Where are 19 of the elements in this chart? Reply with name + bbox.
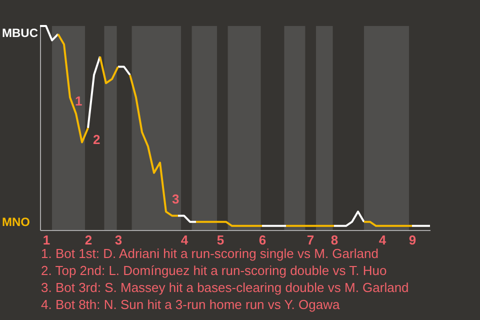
text: MBUC xyxy=(2,26,38,40)
text: 3. Bot 3rd: S. Massey hit a bases-clearing double vs M. Garland xyxy=(41,280,409,295)
x-tick-label: 4 xyxy=(180,232,189,248)
text: 2. Top 2nd: L. Domínguez hit a run-scoring double vs T. Huo xyxy=(41,263,387,278)
x-tick-label: 2 xyxy=(84,232,92,248)
x-tick-label: 9 xyxy=(408,232,416,248)
text: MNO xyxy=(2,215,30,229)
annotation: 3 xyxy=(172,192,180,207)
x-tick-label: 6 xyxy=(258,232,266,248)
x-tick-label: 3 xyxy=(114,232,122,248)
text: 1. Bot 1st: D. Adriani hit a run-scoring single vs M. Garland xyxy=(41,246,378,261)
x-tick-label: 5 xyxy=(216,232,224,248)
x-tick-label: 8 xyxy=(330,232,338,248)
x-tick-label: 7 xyxy=(306,232,314,248)
x-tick-label: 1 xyxy=(42,232,50,248)
annotation: 1 xyxy=(75,93,82,108)
x-tick-label: 4 xyxy=(378,232,387,248)
annotation: 2 xyxy=(93,132,100,147)
text: 4. Bot 8th: N. Sun hit a 3-run home run vs Y. Ogawa xyxy=(41,297,340,312)
